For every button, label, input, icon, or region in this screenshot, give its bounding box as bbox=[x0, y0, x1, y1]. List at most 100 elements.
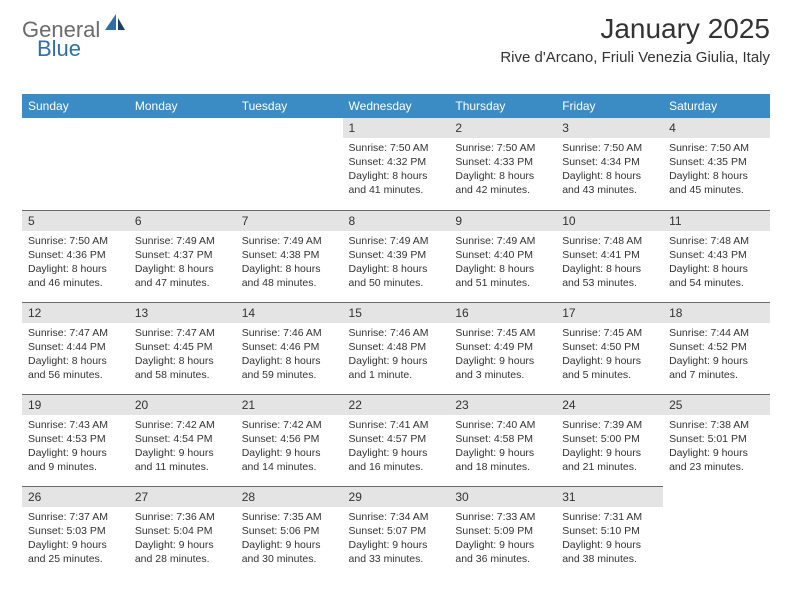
day-number: 29 bbox=[343, 486, 450, 507]
day-number: 8 bbox=[343, 210, 450, 231]
weekday-header: Tuesday bbox=[236, 94, 343, 118]
calendar-cell: 1Sunrise: 7:50 AMSunset: 4:32 PMDaylight… bbox=[343, 118, 450, 210]
day-number: 10 bbox=[556, 210, 663, 231]
day-number: 20 bbox=[129, 394, 236, 415]
location-subtitle: Rive d'Arcano, Friuli Venezia Giulia, It… bbox=[500, 49, 770, 66]
day-details: Sunrise: 7:49 AMSunset: 4:39 PMDaylight:… bbox=[343, 231, 450, 302]
day-details: Sunrise: 7:36 AMSunset: 5:04 PMDaylight:… bbox=[129, 507, 236, 578]
day-details: Sunrise: 7:50 AMSunset: 4:32 PMDaylight:… bbox=[343, 138, 450, 210]
day-details: Sunrise: 7:37 AMSunset: 5:03 PMDaylight:… bbox=[22, 507, 129, 578]
calendar-cell: 4Sunrise: 7:50 AMSunset: 4:35 PMDaylight… bbox=[663, 118, 770, 210]
weekday-header: Saturday bbox=[663, 94, 770, 118]
day-details bbox=[663, 507, 770, 578]
day-number: 17 bbox=[556, 302, 663, 323]
calendar-cell: 25Sunrise: 7:38 AMSunset: 5:01 PMDayligh… bbox=[663, 394, 770, 486]
day-details: Sunrise: 7:42 AMSunset: 4:54 PMDaylight:… bbox=[129, 415, 236, 486]
calendar-week-row: 12Sunrise: 7:47 AMSunset: 4:44 PMDayligh… bbox=[22, 302, 770, 394]
day-number: 2 bbox=[449, 118, 556, 138]
day-details: Sunrise: 7:49 AMSunset: 4:40 PMDaylight:… bbox=[449, 231, 556, 302]
day-number: 18 bbox=[663, 302, 770, 323]
day-number: 22 bbox=[343, 394, 450, 415]
calendar-cell: 24Sunrise: 7:39 AMSunset: 5:00 PMDayligh… bbox=[556, 394, 663, 486]
calendar-cell bbox=[22, 118, 129, 210]
day-details bbox=[236, 138, 343, 210]
day-details: Sunrise: 7:38 AMSunset: 5:01 PMDaylight:… bbox=[663, 415, 770, 486]
calendar-table: Sunday Monday Tuesday Wednesday Thursday… bbox=[22, 94, 770, 578]
day-details: Sunrise: 7:47 AMSunset: 4:44 PMDaylight:… bbox=[22, 323, 129, 394]
calendar-cell bbox=[663, 486, 770, 578]
calendar-week-row: 1Sunrise: 7:50 AMSunset: 4:32 PMDaylight… bbox=[22, 118, 770, 210]
day-number: 28 bbox=[236, 486, 343, 507]
calendar-cell: 21Sunrise: 7:42 AMSunset: 4:56 PMDayligh… bbox=[236, 394, 343, 486]
day-details: Sunrise: 7:45 AMSunset: 4:49 PMDaylight:… bbox=[449, 323, 556, 394]
page-header: General January 2025 Rive d'Arcano, Friu… bbox=[22, 14, 770, 66]
calendar-cell: 12Sunrise: 7:47 AMSunset: 4:44 PMDayligh… bbox=[22, 302, 129, 394]
calendar-cell: 30Sunrise: 7:33 AMSunset: 5:09 PMDayligh… bbox=[449, 486, 556, 578]
calendar-cell: 5Sunrise: 7:50 AMSunset: 4:36 PMDaylight… bbox=[22, 210, 129, 302]
calendar-cell: 27Sunrise: 7:36 AMSunset: 5:04 PMDayligh… bbox=[129, 486, 236, 578]
day-details: Sunrise: 7:50 AMSunset: 4:35 PMDaylight:… bbox=[663, 138, 770, 210]
day-number: 7 bbox=[236, 210, 343, 231]
calendar-week-row: 26Sunrise: 7:37 AMSunset: 5:03 PMDayligh… bbox=[22, 486, 770, 578]
day-details bbox=[22, 138, 129, 210]
calendar-cell: 19Sunrise: 7:43 AMSunset: 4:53 PMDayligh… bbox=[22, 394, 129, 486]
calendar-cell: 7Sunrise: 7:49 AMSunset: 4:38 PMDaylight… bbox=[236, 210, 343, 302]
calendar-page: General January 2025 Rive d'Arcano, Friu… bbox=[0, 0, 792, 612]
calendar-cell: 6Sunrise: 7:49 AMSunset: 4:37 PMDaylight… bbox=[129, 210, 236, 302]
calendar-cell: 2Sunrise: 7:50 AMSunset: 4:33 PMDaylight… bbox=[449, 118, 556, 210]
day-details: Sunrise: 7:47 AMSunset: 4:45 PMDaylight:… bbox=[129, 323, 236, 394]
day-details: Sunrise: 7:49 AMSunset: 4:37 PMDaylight:… bbox=[129, 231, 236, 302]
calendar-week-row: 5Sunrise: 7:50 AMSunset: 4:36 PMDaylight… bbox=[22, 210, 770, 302]
day-number: 30 bbox=[449, 486, 556, 507]
weekday-header: Thursday bbox=[449, 94, 556, 118]
calendar-cell: 22Sunrise: 7:41 AMSunset: 4:57 PMDayligh… bbox=[343, 394, 450, 486]
day-number: 16 bbox=[449, 302, 556, 323]
calendar-cell: 8Sunrise: 7:49 AMSunset: 4:39 PMDaylight… bbox=[343, 210, 450, 302]
day-details: Sunrise: 7:44 AMSunset: 4:52 PMDaylight:… bbox=[663, 323, 770, 394]
day-number: 6 bbox=[129, 210, 236, 231]
day-details: Sunrise: 7:48 AMSunset: 4:43 PMDaylight:… bbox=[663, 231, 770, 302]
day-details: Sunrise: 7:34 AMSunset: 5:07 PMDaylight:… bbox=[343, 507, 450, 578]
day-details: Sunrise: 7:39 AMSunset: 5:00 PMDaylight:… bbox=[556, 415, 663, 486]
calendar-cell: 31Sunrise: 7:31 AMSunset: 5:10 PMDayligh… bbox=[556, 486, 663, 578]
day-number: 26 bbox=[22, 486, 129, 507]
calendar-cell: 10Sunrise: 7:48 AMSunset: 4:41 PMDayligh… bbox=[556, 210, 663, 302]
weekday-header-row: Sunday Monday Tuesday Wednesday Thursday… bbox=[22, 94, 770, 118]
title-block: January 2025 Rive d'Arcano, Friuli Venez… bbox=[500, 14, 770, 66]
day-number: 13 bbox=[129, 302, 236, 323]
day-number: 1 bbox=[343, 118, 450, 138]
day-details: Sunrise: 7:41 AMSunset: 4:57 PMDaylight:… bbox=[343, 415, 450, 486]
day-details: Sunrise: 7:49 AMSunset: 4:38 PMDaylight:… bbox=[236, 231, 343, 302]
day-details: Sunrise: 7:33 AMSunset: 5:09 PMDaylight:… bbox=[449, 507, 556, 578]
calendar-cell: 20Sunrise: 7:42 AMSunset: 4:54 PMDayligh… bbox=[129, 394, 236, 486]
brand-blue: Blue bbox=[37, 36, 81, 61]
day-number: 19 bbox=[22, 394, 129, 415]
day-number: 9 bbox=[449, 210, 556, 231]
day-details bbox=[129, 138, 236, 210]
day-number: 24 bbox=[556, 394, 663, 415]
weekday-header: Friday bbox=[556, 94, 663, 118]
day-number: 3 bbox=[556, 118, 663, 138]
weekday-header: Monday bbox=[129, 94, 236, 118]
day-details: Sunrise: 7:40 AMSunset: 4:58 PMDaylight:… bbox=[449, 415, 556, 486]
day-number: 5 bbox=[22, 210, 129, 231]
day-number: 31 bbox=[556, 486, 663, 507]
calendar-cell: 18Sunrise: 7:44 AMSunset: 4:52 PMDayligh… bbox=[663, 302, 770, 394]
day-details: Sunrise: 7:50 AMSunset: 4:34 PMDaylight:… bbox=[556, 138, 663, 210]
day-details: Sunrise: 7:48 AMSunset: 4:41 PMDaylight:… bbox=[556, 231, 663, 302]
calendar-cell: 23Sunrise: 7:40 AMSunset: 4:58 PMDayligh… bbox=[449, 394, 556, 486]
day-number: 27 bbox=[129, 486, 236, 507]
calendar-cell: 13Sunrise: 7:47 AMSunset: 4:45 PMDayligh… bbox=[129, 302, 236, 394]
calendar-cell: 9Sunrise: 7:49 AMSunset: 4:40 PMDaylight… bbox=[449, 210, 556, 302]
day-details: Sunrise: 7:50 AMSunset: 4:36 PMDaylight:… bbox=[22, 231, 129, 302]
calendar-body: 1Sunrise: 7:50 AMSunset: 4:32 PMDaylight… bbox=[22, 118, 770, 578]
day-details: Sunrise: 7:35 AMSunset: 5:06 PMDaylight:… bbox=[236, 507, 343, 578]
calendar-cell: 26Sunrise: 7:37 AMSunset: 5:03 PMDayligh… bbox=[22, 486, 129, 578]
weekday-header: Wednesday bbox=[343, 94, 450, 118]
calendar-week-row: 19Sunrise: 7:43 AMSunset: 4:53 PMDayligh… bbox=[22, 394, 770, 486]
calendar-cell: 17Sunrise: 7:45 AMSunset: 4:50 PMDayligh… bbox=[556, 302, 663, 394]
day-number: 11 bbox=[663, 210, 770, 231]
month-title: January 2025 bbox=[500, 14, 770, 45]
calendar-cell: 15Sunrise: 7:46 AMSunset: 4:48 PMDayligh… bbox=[343, 302, 450, 394]
day-details: Sunrise: 7:43 AMSunset: 4:53 PMDaylight:… bbox=[22, 415, 129, 486]
